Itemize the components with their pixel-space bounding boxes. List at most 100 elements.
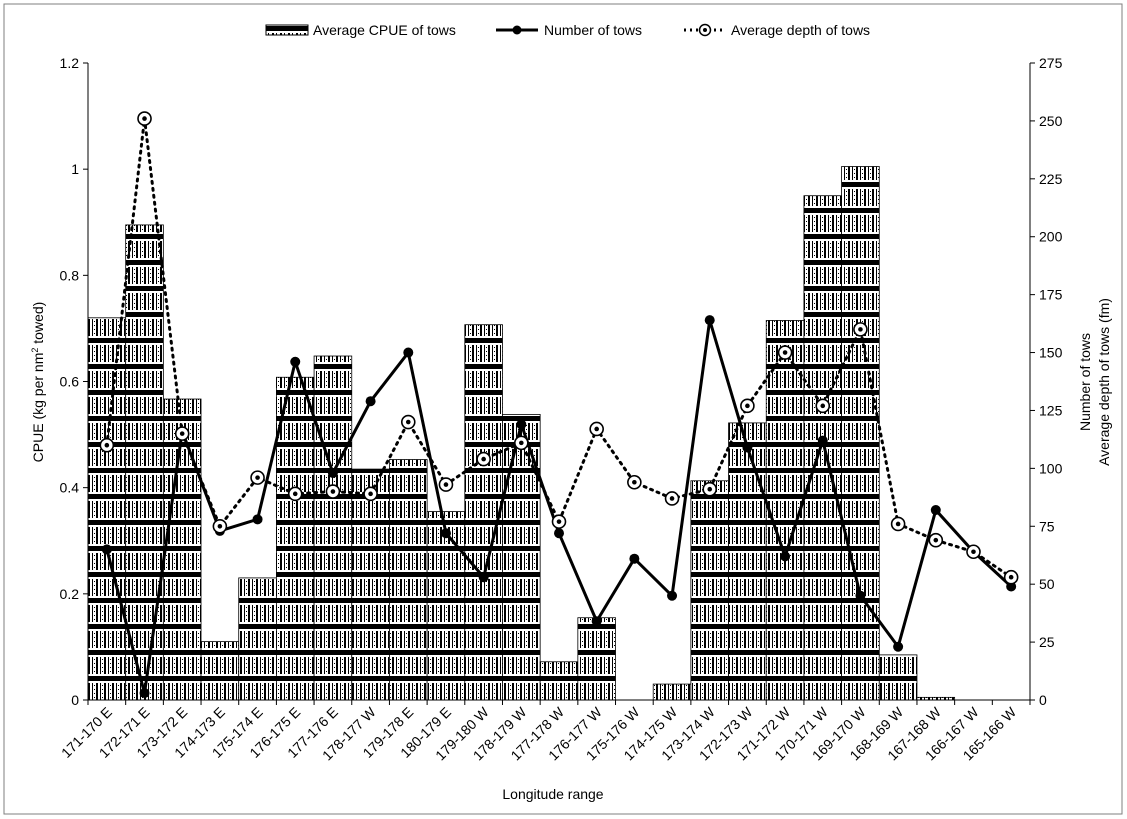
y-tick-label-right: 175 xyxy=(1039,287,1063,303)
y-tick-label-left: 1 xyxy=(71,161,79,177)
point-average-depth-center xyxy=(971,549,976,555)
point-number-of-tows xyxy=(139,688,150,699)
point-average-depth-center xyxy=(1008,574,1014,580)
y-tick-label-left: 0 xyxy=(71,692,79,708)
point-average-depth-center xyxy=(669,496,675,501)
point-average-depth-center xyxy=(142,116,147,121)
y-tick-label-right: 125 xyxy=(1039,402,1063,418)
point-average-depth-center xyxy=(707,486,713,492)
point-number-of-tows xyxy=(516,419,527,430)
point-number-of-tows xyxy=(101,544,112,555)
bar-179-180 W xyxy=(464,324,503,701)
point-average-depth-center xyxy=(481,456,486,462)
point-number-of-tows xyxy=(893,641,904,652)
y-tick-label-left: 0.2 xyxy=(60,586,80,602)
bar-175-174 E xyxy=(238,577,277,701)
y-tick-label-left: 0.6 xyxy=(60,374,80,390)
bar-172-171 E xyxy=(125,224,164,701)
bar-179-178 E xyxy=(389,459,428,701)
bar-174-175 W xyxy=(652,683,692,701)
y-tick-label-right: 150 xyxy=(1039,345,1063,361)
point-number-of-tows xyxy=(478,572,489,583)
legend-swatch-cpue xyxy=(265,24,309,36)
point-average-depth-center xyxy=(330,489,336,494)
bar-169-170 W xyxy=(841,166,880,701)
y-tick-label-right: 100 xyxy=(1039,460,1063,476)
y-tick-label-left: 1.2 xyxy=(60,55,80,71)
bar-176-175 E xyxy=(275,376,315,701)
bar-171-172 W xyxy=(765,320,805,701)
point-average-depth-center xyxy=(782,350,788,355)
point-number-of-tows xyxy=(629,553,640,564)
point-number-of-tows xyxy=(403,347,414,358)
legend-swatch-depth-dot xyxy=(703,28,707,32)
point-average-depth-center xyxy=(405,419,411,425)
x-axis-title: Longitude range xyxy=(502,786,603,802)
point-average-depth-center xyxy=(594,426,599,432)
point-average-depth-center xyxy=(933,537,939,543)
point-average-depth-center xyxy=(820,403,826,409)
bar-180-179 E xyxy=(426,511,466,701)
y-tick-label-right: 200 xyxy=(1039,229,1063,245)
y-axis-title-right-1: Number of tows xyxy=(1077,333,1093,431)
point-average-depth-center xyxy=(292,491,298,497)
bar-177-178 W xyxy=(539,661,579,701)
point-number-of-tows xyxy=(252,514,263,525)
legend-label-tows: Number of tows xyxy=(544,22,642,38)
point-number-of-tows xyxy=(667,590,678,601)
y-tick-label-right: 50 xyxy=(1039,576,1055,592)
bars-group xyxy=(87,166,956,701)
point-number-of-tows xyxy=(855,590,866,601)
bar-173-174 W xyxy=(690,480,729,701)
point-average-depth-center xyxy=(443,482,449,487)
lines-group xyxy=(99,111,1019,699)
legend-label-cpue: Average CPUE of tows xyxy=(313,22,456,38)
legend-label-depth: Average depth of tows xyxy=(731,22,870,38)
bar-176-177 W xyxy=(577,617,616,701)
point-number-of-tows xyxy=(704,315,715,326)
y-axis-title-right-2: Average depth of tows (fm) xyxy=(1096,298,1112,466)
point-number-of-tows xyxy=(817,435,828,446)
y-tick-label-right: 25 xyxy=(1039,634,1055,650)
point-number-of-tows xyxy=(554,528,564,539)
point-average-depth-center xyxy=(179,431,185,436)
legend: Average CPUE of tows Number of tows Aver… xyxy=(265,22,870,38)
point-average-depth-center xyxy=(255,475,260,480)
y-tick-label-left: 0.8 xyxy=(60,267,80,283)
y-tick-label-right: 250 xyxy=(1039,113,1063,129)
bar-173-172 E xyxy=(162,398,202,701)
point-average-depth-center xyxy=(632,479,637,485)
legend-swatch-tows-marker xyxy=(512,25,522,35)
bar-178-177 W xyxy=(351,468,390,701)
bar-174-173 E xyxy=(200,641,240,701)
point-average-depth-center xyxy=(895,521,901,527)
point-number-of-tows xyxy=(742,442,753,453)
y-tick-label-right: 0 xyxy=(1039,692,1047,708)
point-number-of-tows xyxy=(327,467,338,478)
point-number-of-tows xyxy=(591,616,602,627)
point-average-depth-center xyxy=(217,523,223,529)
chart-frame xyxy=(3,3,1123,815)
bar-178-179 W xyxy=(502,414,541,701)
point-number-of-tows xyxy=(365,396,376,407)
point-number-of-tows xyxy=(780,551,791,562)
axes-group: 0 0.2 0.4 0.6 0.8 1 1.2 0 25 50 75 100 125 150 175 200 2… xyxy=(60,55,1063,708)
bar-177-176 E xyxy=(313,355,353,701)
y-tick-label-right: 275 xyxy=(1039,55,1063,71)
y-tick-label-right: 75 xyxy=(1039,518,1055,534)
point-average-depth-center xyxy=(858,327,863,332)
bar-170-171 W xyxy=(803,195,842,701)
point-number-of-tows xyxy=(290,356,301,367)
bar-172-173 W xyxy=(728,422,767,701)
bar-168-169 W xyxy=(878,654,918,701)
point-number-of-tows xyxy=(440,528,451,539)
y-tick-label-right: 225 xyxy=(1039,171,1063,187)
bar-171-170 E xyxy=(87,317,127,701)
point-average-depth-center xyxy=(368,491,373,497)
y-axis-title-left: CPUE (kg per nm2 towed) xyxy=(30,302,46,463)
y-tick-label-left: 0.4 xyxy=(60,480,80,496)
point-average-depth-center xyxy=(556,519,562,524)
